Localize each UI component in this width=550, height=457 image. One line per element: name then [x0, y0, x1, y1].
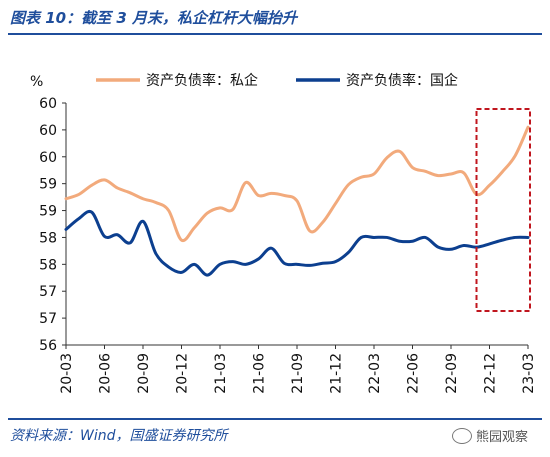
y-tick-label: 57 [39, 311, 57, 327]
y-ticks: 56 57 57 58 58 59 59 60 60 60 [39, 96, 66, 354]
y-tick-label: 57 [39, 284, 57, 300]
chart-axes: % [30, 74, 528, 346]
chart-series [64, 125, 530, 277]
legend-label: 资产负债率：国企 [346, 72, 458, 89]
x-ticks: 20-03 20-06 20-09 20-12 21-03 21-06 21-09 21-12… [59, 345, 537, 394]
series-state-line [64, 209, 530, 277]
x-tick-label: 20-06 [98, 353, 114, 394]
x-tick-label: 20-09 [136, 353, 152, 394]
y-tick-label: 60 [39, 150, 57, 166]
x-tick-label: 23-03 [521, 353, 537, 394]
x-tick-label: 21-06 [252, 353, 268, 394]
watermark: 熊园观察 [452, 426, 528, 445]
y-axis-unit: % [30, 74, 43, 90]
title-rule [8, 33, 542, 35]
x-tick-label: 21-12 [329, 353, 345, 394]
x-tick-label: 22-03 [367, 353, 383, 394]
y-tick-label: 59 [39, 177, 57, 193]
highlight-box [475, 108, 531, 312]
series-private-line [64, 125, 530, 243]
watermark-text: 熊园观察 [476, 430, 529, 445]
y-tick-label: 58 [39, 230, 57, 246]
source-note: 资料来源：Wind，国盛证券研究所 [10, 428, 228, 444]
y-tick-label: 60 [39, 123, 57, 139]
figure-title: 图表 10：截至 3 月末，私企杠杆大幅抬升 [10, 9, 297, 27]
source-rule [8, 418, 542, 420]
x-tick-label: 22-06 [406, 353, 422, 394]
x-tick-label: 21-09 [290, 353, 306, 394]
x-tick-label: 20-12 [175, 353, 191, 394]
y-tick-label: 59 [39, 204, 57, 220]
chart-legend: 资产负债率：私企 资产负债率：国企 [96, 72, 458, 89]
y-tick-label: 60 [39, 96, 57, 112]
y-tick-label: 58 [39, 257, 57, 273]
x-tick-label: 22-09 [444, 353, 460, 394]
x-tick-label: 20-03 [59, 353, 75, 394]
y-tick-label: 56 [39, 338, 57, 354]
x-tick-label: 22-12 [483, 353, 499, 394]
legend-label: 资产负债率：私企 [146, 72, 258, 89]
x-tick-label: 21-03 [213, 353, 229, 394]
wechat-icon [452, 428, 472, 444]
